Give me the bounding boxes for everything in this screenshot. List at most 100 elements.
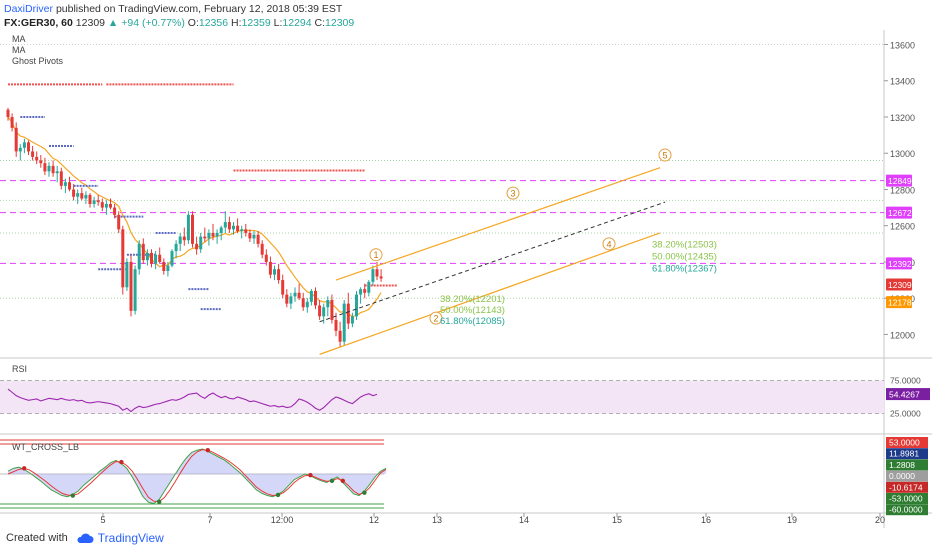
wt-cross-dot: [119, 459, 124, 465]
candle-body: [301, 298, 305, 308]
candle-body: [203, 236, 207, 239]
indicator-name: MA: [12, 45, 26, 55]
candle-body: [170, 251, 174, 266]
wt-value-label: 11.8981: [889, 449, 919, 459]
candle-body: [342, 303, 346, 342]
price-badge-label: 12178: [888, 298, 912, 308]
fib-label: 61.80%(12367): [652, 263, 717, 274]
candle-body: [338, 330, 342, 342]
wt-value-label: 53.0000: [889, 438, 920, 448]
wt-value-label: 1.2808: [889, 460, 915, 470]
wt-value-badge: [886, 504, 928, 516]
wt-label: WT_CROSS_LB: [12, 442, 79, 452]
candle-body: [322, 307, 326, 317]
candle-body: [371, 269, 375, 282]
wt-cross-dot: [308, 472, 313, 478]
candle-body: [334, 319, 338, 331]
low-value: 12294: [282, 17, 312, 29]
time-tick-label: 16: [701, 515, 711, 525]
candle-body: [211, 232, 215, 237]
author-link[interactable]: DaxiDriver: [4, 3, 54, 15]
wt-value-label: -60.0000: [889, 505, 923, 515]
wt-value-badge: [886, 459, 928, 471]
tradingview-link[interactable]: TradingView: [97, 531, 164, 545]
channel-lower-line: [319, 232, 661, 355]
candle-body: [31, 151, 35, 157]
candle-body: [113, 207, 117, 215]
candle-body: [359, 289, 363, 295]
quote-line: FX:GER30, 60 12309 ▲ +94 (+0.77%) O:1235…: [4, 16, 354, 30]
candle-body: [309, 290, 313, 302]
wt-cross-dot: [70, 493, 76, 498]
candle-body: [92, 200, 96, 204]
time-tick-label: 19: [787, 515, 797, 525]
wave-label-circle: [369, 248, 383, 262]
price-badge: [886, 296, 912, 309]
candle-body: [199, 236, 203, 250]
candle-body: [330, 300, 334, 320]
candle-body: [80, 193, 84, 199]
fib-label: 38.20%(12201): [440, 294, 505, 305]
wt-area: [8, 449, 386, 504]
candle-body: [22, 142, 26, 148]
price-tick-label: 12600: [890, 222, 915, 232]
price-tick-label: 13400: [890, 77, 915, 87]
wt-value-label: -10.6174: [889, 482, 923, 492]
candle-body: [121, 229, 125, 288]
publish-line: DaxiDriver published on TradingView.com,…: [4, 2, 354, 16]
candle-body: [219, 227, 223, 233]
time-tick-label: 14: [519, 515, 529, 525]
candle-body: [223, 222, 227, 228]
candle-body: [285, 294, 289, 304]
wt-cross-dot: [275, 492, 281, 498]
published-text: published on TradingView.com, February 1…: [55, 3, 343, 15]
fib-label: 50.00%(12435): [652, 251, 717, 262]
candle-body: [96, 200, 100, 203]
time-tick-label: 5: [100, 515, 105, 525]
candle-body: [293, 292, 297, 297]
fib-label: 38.20%(12503): [652, 239, 717, 250]
wt-value-badge: [886, 493, 928, 504]
chart-area[interactable]: 1200012200124001260012800130001320013400…: [0, 30, 932, 528]
candle-body: [43, 163, 47, 172]
close-label: C:: [314, 17, 326, 29]
candle-body: [350, 316, 354, 324]
candle-body: [355, 294, 358, 317]
open-value: 12356: [198, 17, 229, 29]
rsi-line: [7, 388, 378, 413]
candle-body: [129, 261, 133, 311]
candle-body: [326, 300, 330, 308]
wt-cross-dot: [22, 466, 27, 471]
candle-body: [207, 232, 211, 239]
price-badge-label: 12309: [888, 280, 912, 290]
candle-body: [39, 160, 43, 164]
candle-body: [186, 214, 190, 241]
fib-label: 61.80%(12085): [440, 316, 505, 327]
candle-body: [154, 254, 158, 264]
candle-body: [305, 301, 309, 308]
price-badge: [886, 278, 912, 291]
wave-label: 4: [606, 239, 611, 249]
wt-cross-dot: [340, 478, 345, 483]
channel-upper-line: [335, 167, 661, 281]
candle-body: [14, 127, 18, 152]
rsi-level-label: 75.0000: [890, 376, 921, 386]
footer: Created with TradingView: [6, 530, 164, 546]
candle-body: [191, 214, 194, 244]
candle-body: [72, 189, 76, 197]
candle-body: [215, 232, 219, 237]
candle-body: [18, 147, 22, 152]
candle-body: [162, 261, 166, 272]
symbol-label[interactable]: FX:GER30, 60: [4, 17, 73, 29]
candle-body: [297, 292, 301, 299]
candle-body: [363, 289, 367, 293]
candle-body: [240, 229, 244, 232]
price-tick-label: 13600: [890, 40, 915, 50]
candle-body: [6, 109, 10, 117]
rsi-level-label: 25.0000: [890, 409, 921, 419]
time-tick-label: 15: [612, 515, 622, 525]
candle-body: [63, 182, 67, 186]
candle-body: [174, 243, 178, 252]
dashed-trend-line: [319, 201, 666, 323]
candle-body: [256, 234, 260, 244]
